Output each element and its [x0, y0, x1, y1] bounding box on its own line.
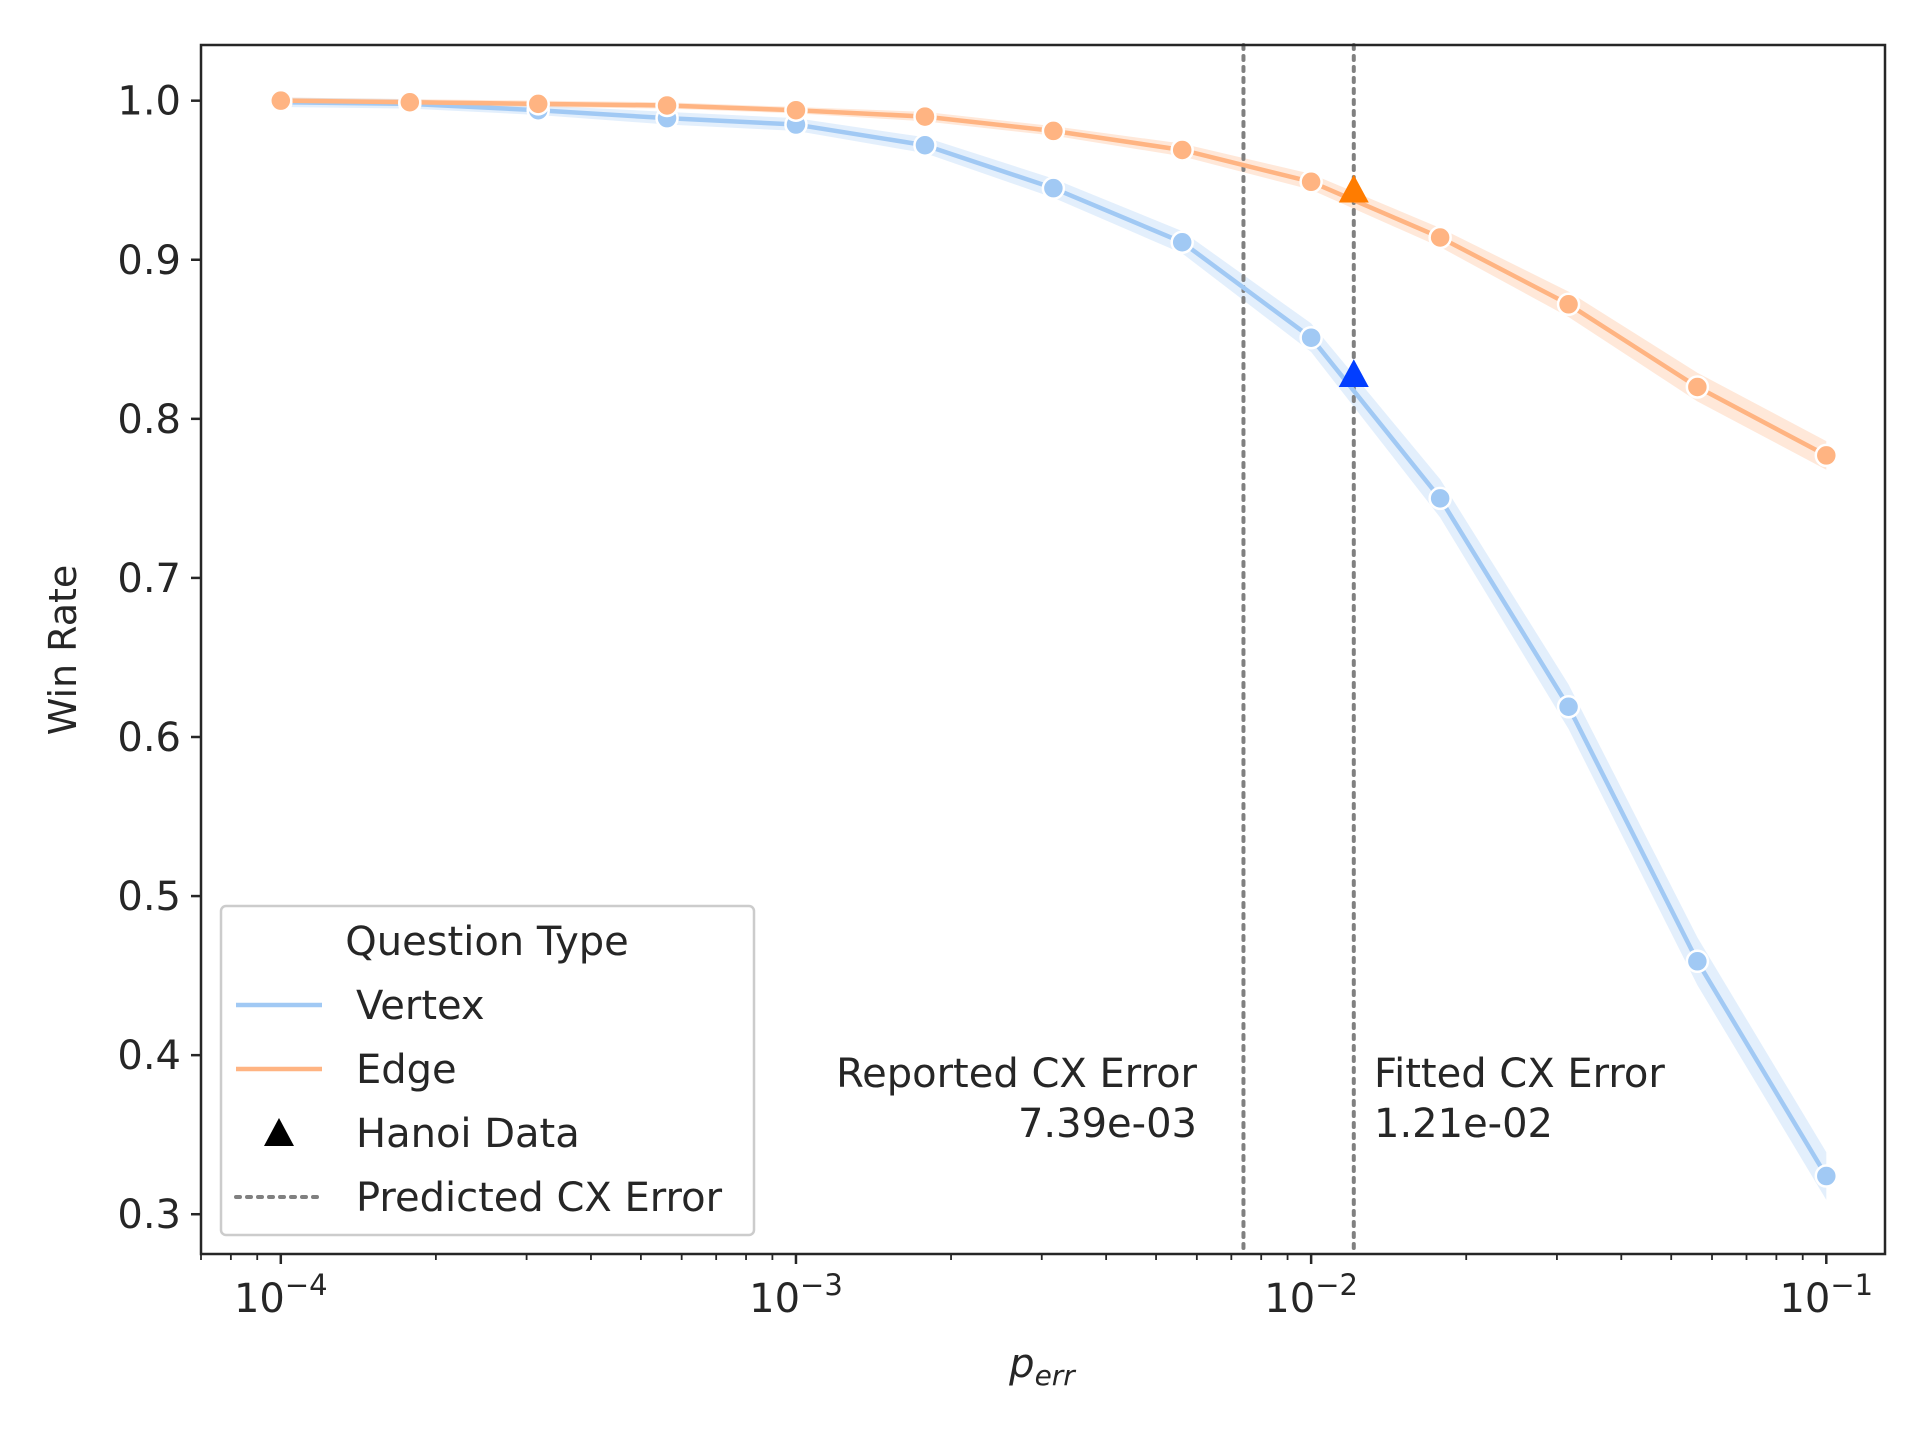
x-axis-label: perr: [1008, 1341, 1076, 1392]
legend-vertex-label: Vertex: [356, 983, 485, 1029]
legend-hanoi-data-swatch: [264, 1118, 294, 1146]
y-tick-label-7: 1.0: [117, 79, 181, 125]
edge-point-2: [526, 92, 550, 116]
edge-point-0: [269, 88, 293, 113]
x-tick-label-exp-3: −1: [1830, 1268, 1873, 1302]
y-tick-label-6: 0.9: [117, 238, 181, 284]
edge-point-4: [784, 98, 808, 122]
x-tick-label-0: 10−4: [234, 1268, 328, 1322]
vertex-point-11: [1685, 949, 1710, 974]
x-tick-label-base-3: 10: [1779, 1276, 1830, 1322]
series-points: [269, 88, 1839, 1188]
y-tick-label-4: 0.7: [117, 556, 181, 602]
vertex-point-6: [1041, 176, 1066, 200]
hanoi-data-points: [1338, 174, 1369, 388]
vertex-point-9: [1428, 486, 1452, 511]
y-axis-label: Win Rate: [41, 565, 85, 736]
x-axis-label-main: p: [1008, 1341, 1034, 1387]
x-axis-label-sub: err: [1035, 1359, 1077, 1392]
x-tick-label-1: 10−3: [749, 1268, 843, 1322]
edge-point-10: [1556, 292, 1581, 317]
legend-edge-label: Edge: [356, 1047, 457, 1093]
x-tick-label-2: 10−2: [1264, 1268, 1358, 1322]
y-tick-label-5: 0.8: [117, 397, 181, 443]
edge-point-1: [398, 90, 422, 115]
legend-hanoi-data-label: Hanoi Data: [356, 1111, 580, 1157]
fitted-annotation-line-1: 1.21e-02: [1374, 1101, 1553, 1147]
confidence-bands: [280, 97, 1827, 1200]
plot-frame: [199, 43, 1887, 1256]
x-tick-label-exp-0: −4: [285, 1268, 328, 1302]
edge-point-8: [1299, 170, 1323, 194]
legend-predicted-cx-error-label: Predicted CX Error: [356, 1175, 723, 1221]
edge-point-7: [1170, 138, 1194, 162]
edge-point-5: [913, 104, 937, 129]
vertex-point-12: [1814, 1164, 1839, 1188]
edge-point-11: [1685, 375, 1710, 399]
x-tick-label-exp-1: −3: [800, 1268, 843, 1302]
edge-band: [280, 97, 1827, 470]
y-tick-label-3: 0.6: [117, 715, 181, 761]
legend-title: Question Type: [345, 919, 629, 965]
y-axis-ticks: 0.3 0.4 0.5 0.6 0.7 0.8 0.9 1.0: [117, 79, 201, 1238]
fitted-annotation-line-0: Fitted CX Error: [1374, 1051, 1665, 1097]
predicted-cx-error-lines: [1241, 43, 1356, 1256]
edge-point-6: [1041, 119, 1066, 143]
x-tick-label-exp-2: −2: [1315, 1268, 1358, 1302]
y-tick-label-0: 0.3: [117, 1192, 181, 1238]
edge-point-9: [1428, 225, 1452, 250]
x-tick-label-base-0: 10: [234, 1276, 285, 1322]
reported-annotation-line-0: Reported CX Error: [836, 1051, 1197, 1097]
legend-box: [219, 904, 756, 1237]
x-tick-label-base-2: 10: [1264, 1276, 1315, 1322]
vertex-point-8: [1299, 325, 1323, 350]
hanoi-point-0: [1338, 174, 1369, 203]
edge-point-12: [1814, 443, 1839, 468]
vertex-point-10: [1556, 695, 1581, 719]
hanoi-point-1: [1338, 359, 1369, 388]
x-tick-label-3: 10−1: [1779, 1268, 1873, 1322]
x-tick-label-base-1: 10: [749, 1276, 800, 1322]
reported-annotation-line-1: 7.39e-03: [1018, 1101, 1197, 1147]
y-tick-label-2: 0.5: [117, 874, 181, 920]
legend: Question Type Vertex Edge Hanoi Data Predict…: [219, 904, 756, 1237]
vertex-point-5: [913, 133, 937, 157]
vertex-point-7: [1170, 230, 1194, 255]
edge-point-3: [655, 93, 679, 118]
x-axis-ticks: 10−4 10−3 10−2 10−1: [200, 1254, 1873, 1322]
y-tick-label-1: 0.4: [117, 1033, 181, 1079]
